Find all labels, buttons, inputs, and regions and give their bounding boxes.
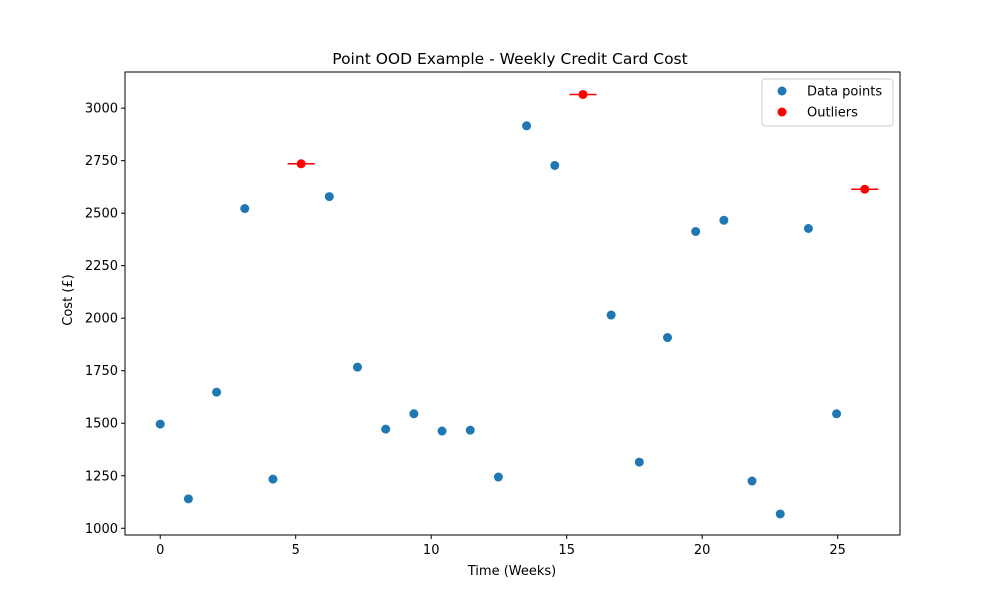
x-tick-label: 0 [156,543,164,558]
legend-box [761,78,894,127]
data-point [803,224,813,234]
data-point [409,409,419,419]
axes-frame [124,71,901,536]
x-tick-label: 10 [423,543,440,558]
y-tick-label: 2250 [85,259,118,274]
data-point [663,333,672,343]
outlier-point [296,159,306,169]
x-tick-label: 25 [829,543,846,558]
y-tick-label: 1250 [85,469,118,484]
y-tick-label: 1000 [85,522,118,537]
data-point [719,215,729,225]
data-point [381,424,391,434]
y-tick-label: 1500 [85,417,118,432]
y-tick-label: 2500 [85,207,118,222]
x-tick-label: 5 [292,543,300,558]
legend-marker [777,86,787,96]
data-point [493,472,503,482]
x-tick-label: 15 [558,543,575,558]
data-point [212,387,222,397]
legend: Data points Outliers [761,78,894,127]
x-axis: 0 5 10 15 20 25 [156,535,846,558]
data-point [324,192,334,202]
legend-marker [777,107,787,117]
legend-label: Outliers [807,106,858,121]
data-point [240,204,250,214]
x-tick-label: 20 [694,543,711,558]
data-point [268,474,278,484]
data-point [775,509,785,519]
data-point [832,409,842,419]
data-point [155,419,165,429]
plot-area [124,71,901,536]
data-point [353,362,362,372]
data-point [606,310,616,320]
outlier-point [860,184,870,194]
y-tick-label: 2000 [85,312,118,327]
data-point [634,457,644,467]
outlier-point [578,89,588,99]
data-point [437,426,447,436]
data-point [522,121,532,131]
y-tick-label: 2750 [85,154,118,169]
x-axis-label: Time (Weeks) [467,564,556,579]
y-axis-label: Cost (£) [61,274,76,325]
y-axis: 1000 1250 1500 1750 2000 2250 2500 2750 3000 [85,102,125,537]
legend-label: Data points [807,85,882,100]
data-point [747,476,757,486]
data-point [465,425,475,435]
y-tick-label: 3000 [85,102,118,117]
data-point [691,226,701,236]
chart-title: Point OOD Example - Weekly Credit Card C… [332,50,687,68]
data-point [550,160,560,170]
data-point [183,494,193,504]
y-tick-label: 1750 [85,364,118,379]
